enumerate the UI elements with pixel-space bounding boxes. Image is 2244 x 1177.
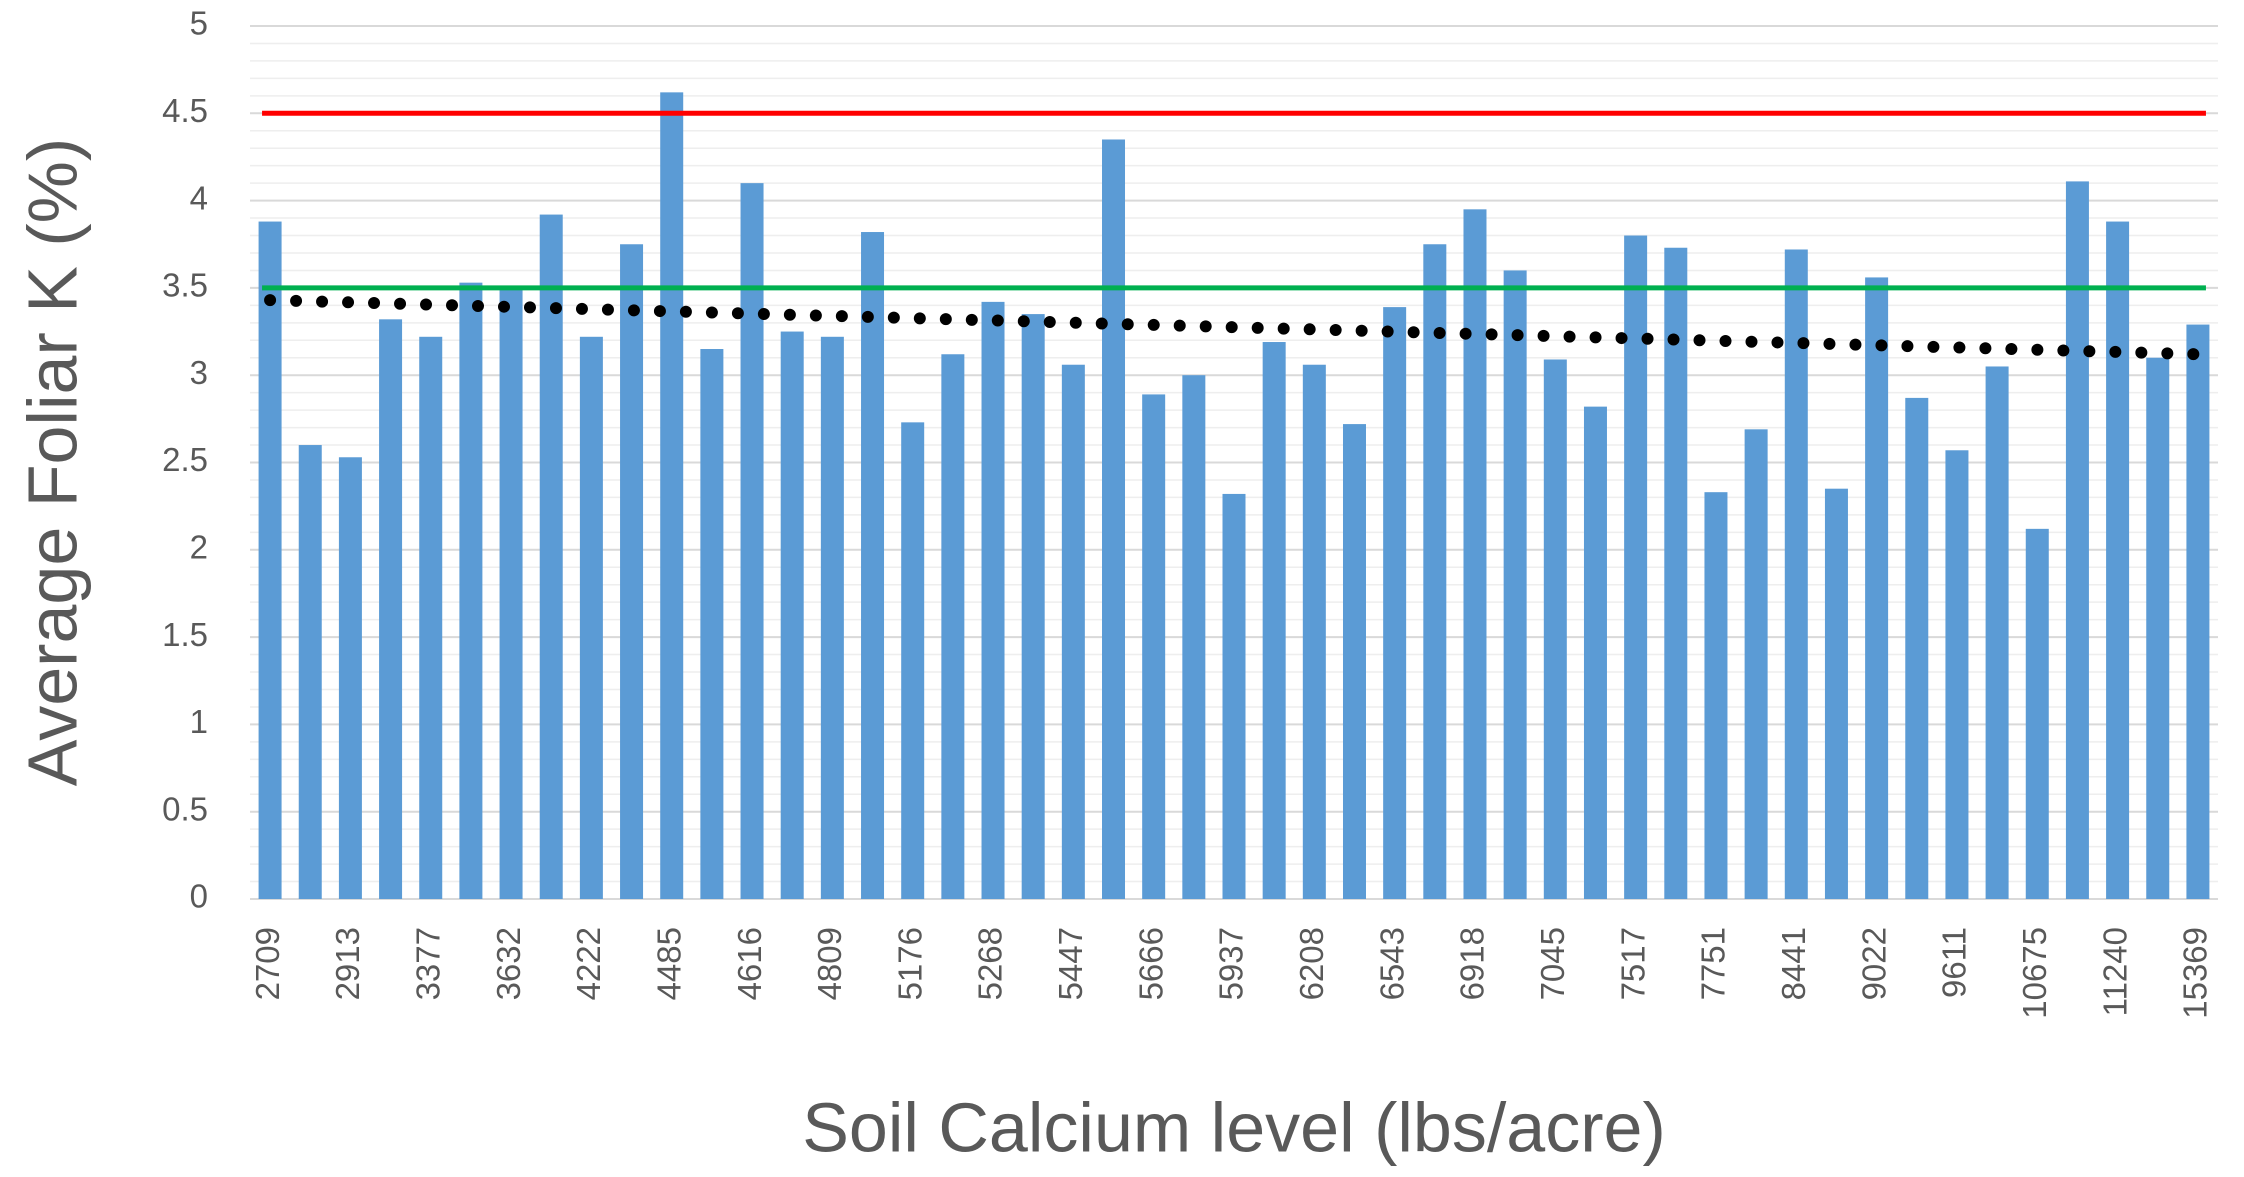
bar (1021, 314, 1045, 900)
bar (1383, 307, 1407, 900)
bar (499, 287, 523, 899)
x-tick-label: 7751 (1695, 927, 1732, 1000)
y-tick-label: 0.5 (162, 790, 208, 827)
bar (740, 183, 764, 899)
bar (539, 214, 563, 899)
bar (419, 336, 443, 900)
x-tick-label: 6208 (1293, 927, 1330, 1000)
x-tick-label: 3377 (409, 927, 446, 1000)
y-tick-label: 1 (190, 703, 208, 740)
bar (820, 336, 844, 900)
bar (1463, 209, 1487, 899)
x-axis-title: Soil Calcium level (lbs/acre) (802, 1088, 1666, 1166)
x-tick-label: 10675 (2016, 927, 2053, 1019)
y-tick-label: 2 (190, 529, 208, 566)
x-tick-label: 7045 (1534, 927, 1571, 1000)
y-tick-label: 4.5 (162, 92, 208, 129)
x-tick-label: 9611 (1936, 927, 1973, 998)
bar (1985, 366, 2009, 900)
x-tick-label: 8441 (1775, 927, 1812, 1000)
bar (338, 457, 362, 899)
bar (1744, 429, 1768, 899)
bar (1102, 139, 1126, 900)
x-tick-label: 4485 (650, 927, 687, 1000)
x-tick-label: 11240 (2096, 927, 2133, 1016)
bar (660, 92, 684, 899)
bar (1222, 493, 1246, 899)
bar (1182, 375, 1206, 899)
bar (1704, 492, 1728, 899)
bar (1503, 270, 1527, 899)
bar (1945, 450, 1969, 899)
bar (620, 244, 644, 899)
x-tick-label: 2913 (329, 927, 366, 1000)
x-tick-label: 4616 (731, 927, 768, 1000)
x-tick-label: 5447 (1052, 927, 1089, 1000)
bar (1061, 364, 1085, 899)
x-tick-label: 9022 (1855, 927, 1892, 1000)
bar (981, 301, 1005, 899)
x-tick-label: 6918 (1454, 927, 1491, 1000)
x-tick-label: 5937 (1213, 927, 1250, 1000)
bar (1865, 277, 1889, 899)
y-tick-label: 2.5 (162, 441, 208, 478)
bar (2106, 221, 2130, 899)
y-tick-label: 1.5 (162, 616, 208, 653)
x-tick-label: 4222 (570, 927, 607, 1000)
bar (1905, 397, 1929, 899)
y-tick-label: 3 (190, 354, 208, 391)
y-axis-title: Average Foliar K (%) (13, 138, 91, 786)
bar (1664, 247, 1688, 899)
bar (700, 349, 724, 899)
x-tick-label: 7517 (1614, 927, 1651, 1000)
bar (780, 331, 804, 899)
bar (941, 354, 965, 899)
bar (379, 319, 403, 899)
bar (1583, 406, 1607, 899)
bar (1262, 342, 1286, 899)
bar (2186, 324, 2210, 899)
y-tick-label: 3.5 (162, 267, 208, 304)
bar (258, 221, 282, 899)
x-tick-label: 5176 (891, 927, 928, 1000)
x-tick-label: 2709 (249, 927, 286, 1000)
x-tick-label: 5268 (972, 927, 1009, 1000)
bar (1302, 364, 1326, 899)
y-tick-label: 4 (190, 179, 208, 216)
bar (1824, 488, 1848, 899)
bar (1543, 359, 1567, 900)
bar (1342, 424, 1366, 899)
x-tick-label: 4809 (811, 927, 848, 1000)
x-tick-label: 6543 (1373, 927, 1410, 1000)
bar (1142, 394, 1166, 899)
bar (901, 422, 925, 899)
bar (459, 282, 483, 899)
x-tick-label: 5666 (1132, 927, 1169, 1000)
bar (2065, 181, 2089, 900)
bar (2146, 357, 2170, 899)
x-tick-label: 15369 (2177, 927, 2214, 1019)
bar (1423, 244, 1447, 899)
x-tick-label: 3632 (490, 927, 527, 1000)
trendline (264, 294, 2204, 361)
bar (298, 445, 322, 899)
y-tick-label: 0 (190, 878, 208, 915)
bar (861, 232, 885, 899)
bar (2025, 528, 2049, 899)
bar (1784, 249, 1808, 899)
y-tick-label: 5 (190, 5, 208, 42)
bar (1624, 235, 1648, 899)
bar (579, 336, 603, 900)
